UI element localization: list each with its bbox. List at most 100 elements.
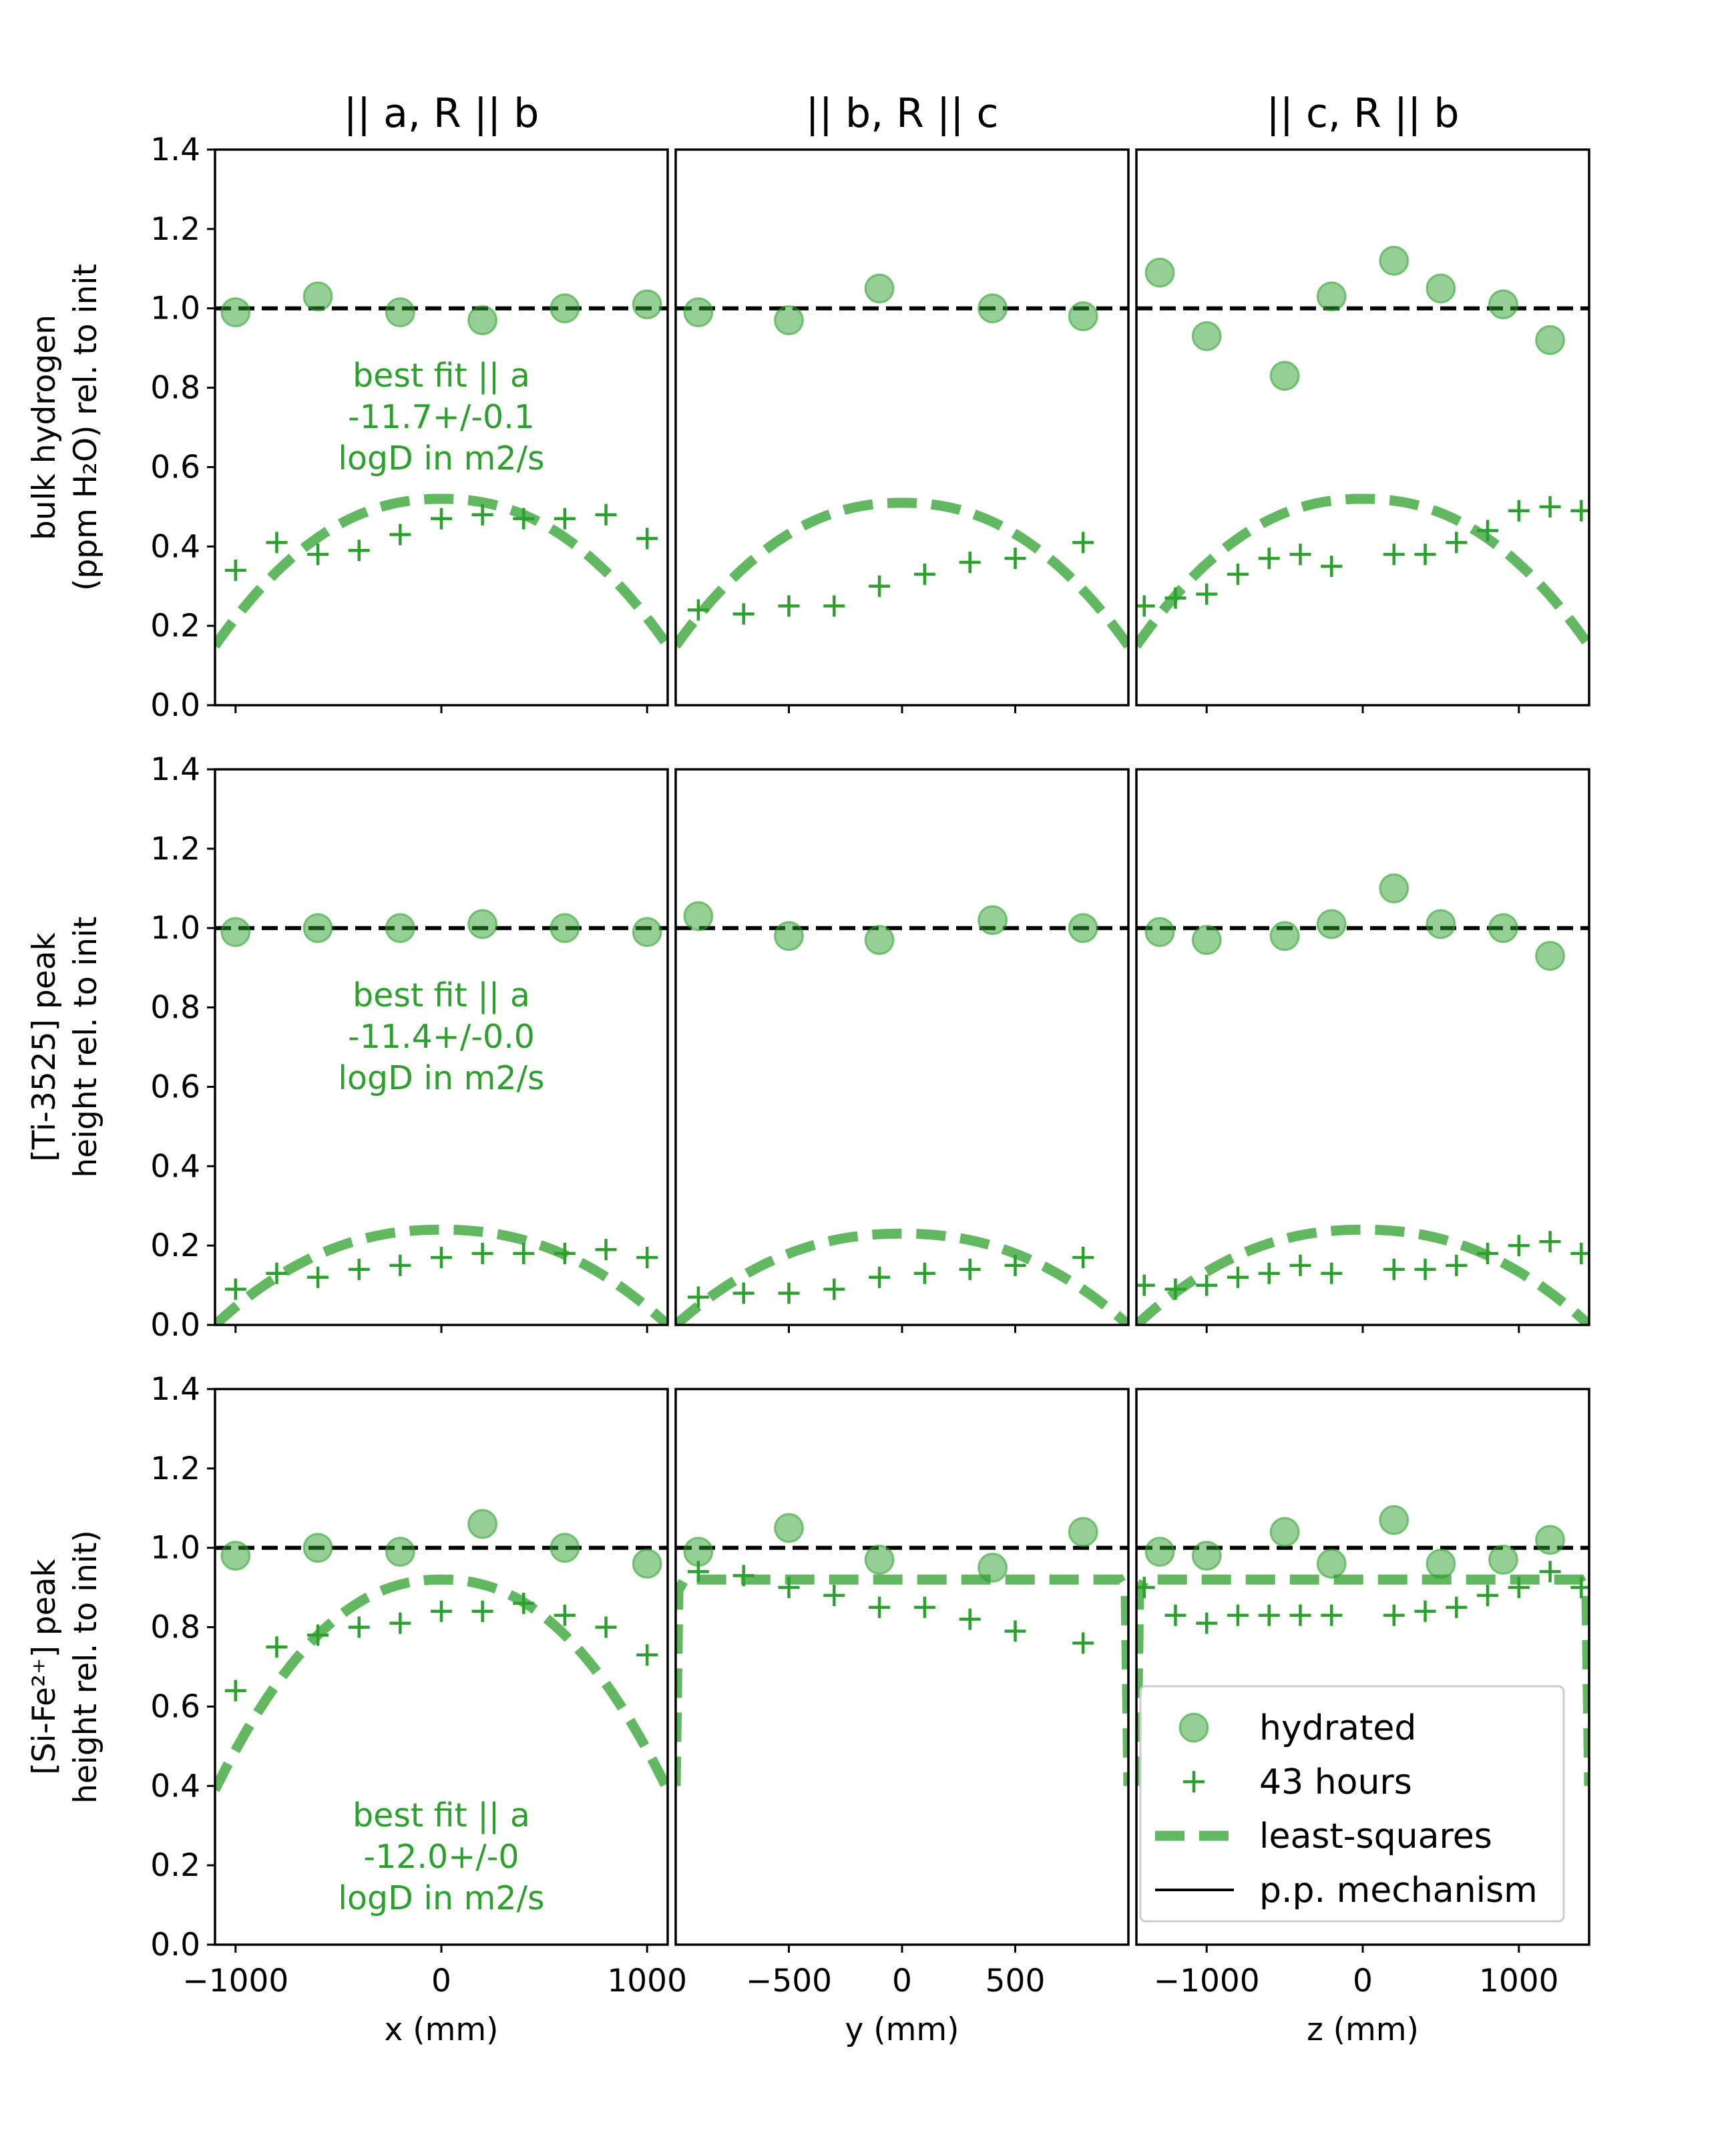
y-axis-label: [Ti-3525] peak height rel. to init — [26, 916, 104, 1177]
hours-marker — [471, 1600, 493, 1622]
legend-label: 43 hours — [1259, 1762, 1412, 1802]
fit-curve — [676, 1228, 1128, 1325]
hours-marker — [1477, 1243, 1499, 1265]
hours-marker — [348, 540, 370, 562]
panel-0-1 — [676, 273, 1128, 649]
hours-marker — [1164, 1278, 1186, 1300]
y-axis-label: bulk hydrogen (ppm H₂O) rel. to init — [26, 264, 104, 591]
y-tick-label: 0.8 — [150, 990, 200, 1026]
legend-label: least-squares — [1259, 1816, 1492, 1857]
y-tick-label: 0.8 — [150, 370, 200, 407]
fit-curve — [1136, 1224, 1589, 1325]
panel-1-0 — [215, 909, 668, 1325]
hours-marker — [823, 1585, 845, 1607]
hours-marker — [1477, 1585, 1499, 1607]
hours-marker — [1258, 1262, 1280, 1284]
y-axis-label: [Si-Fe²⁺] peak height rel. to init) — [26, 1530, 104, 1804]
hydrated-point — [864, 925, 895, 956]
fit-annotation-line: -11.4+/-0.0 — [348, 1018, 535, 1056]
y-tick-label: 1.0 — [150, 910, 200, 947]
hours-marker — [687, 599, 709, 621]
y-axis-label-line: (ppm H₂O) rel. to init — [67, 264, 104, 591]
hours-marker — [513, 1243, 535, 1265]
panel-1-2 — [1136, 873, 1589, 1325]
x-tick-label: 500 — [986, 1963, 1046, 1999]
hours-marker — [778, 1577, 800, 1599]
hours-marker — [1539, 1231, 1561, 1253]
hydrated-point — [1068, 913, 1098, 944]
y-tick-label: 0.2 — [150, 608, 200, 644]
fit-annotation-line: logD in m2/s — [338, 439, 544, 477]
hydrated-point — [1068, 1517, 1098, 1547]
hours-marker — [1321, 1604, 1343, 1626]
hours-marker — [266, 1262, 288, 1284]
hours-marker — [431, 1246, 452, 1268]
x-tick-label: −500 — [746, 1963, 832, 1999]
hydrated-point — [1316, 281, 1347, 312]
x-tick-label: −1000 — [1154, 1963, 1260, 1999]
hours-marker — [1227, 1266, 1249, 1288]
hydrated-point — [1191, 1541, 1222, 1571]
hydrated-point — [632, 1548, 662, 1579]
hours-marker — [913, 1596, 935, 1618]
y-tick-label: 0.4 — [150, 1768, 200, 1804]
hours-marker — [1164, 1604, 1186, 1626]
hydrated-point — [1379, 873, 1409, 904]
y-tick-label: 0.2 — [150, 1847, 200, 1884]
hydrated-point — [467, 1509, 498, 1539]
hours-marker — [687, 1286, 709, 1308]
hydrated-point — [1488, 1545, 1518, 1575]
x-tick-label: 0 — [431, 1963, 451, 1999]
column-title: || c, R || b — [1267, 90, 1460, 137]
hydrated-point — [978, 1552, 1008, 1583]
fit-annotation: best fit || a -11.4+/-0.0 logD in m2/s — [338, 976, 544, 1097]
hours-marker — [348, 1258, 370, 1280]
panel-0-0 — [215, 281, 668, 649]
hours-marker — [431, 508, 452, 530]
hydrated-point — [550, 293, 580, 324]
hours-marker — [266, 532, 288, 554]
y-axis-label-line: [Ti-3525] peak — [26, 932, 63, 1162]
hydrated-point — [632, 917, 662, 948]
hours-marker — [348, 1616, 370, 1638]
hydrated-point — [1316, 1548, 1347, 1579]
hydrated-point — [1426, 273, 1456, 304]
hours-marker — [1477, 520, 1499, 542]
hydrated-point — [683, 901, 714, 932]
hydrated-point — [1488, 913, 1518, 944]
hours-marker — [732, 603, 754, 625]
hydrated-point — [1426, 909, 1456, 940]
hydrated-point — [774, 1513, 804, 1543]
hydrated-point — [774, 305, 804, 336]
hydrated-point — [302, 913, 333, 944]
hours-marker — [1508, 1235, 1530, 1257]
hydrated-point — [220, 297, 251, 328]
hours-marker — [1289, 544, 1311, 566]
hours-marker — [307, 544, 329, 566]
hours-marker — [1414, 1600, 1436, 1622]
y-tick-label: 1.2 — [150, 831, 200, 867]
hours-marker — [959, 552, 981, 574]
hours-marker — [1289, 1604, 1311, 1626]
hours-marker — [1508, 1577, 1530, 1599]
hours-marker — [732, 1565, 754, 1587]
hours-marker — [389, 1612, 411, 1634]
fit-curve — [215, 494, 668, 649]
hydrated-point — [550, 1533, 580, 1563]
fit-curve — [676, 498, 1128, 649]
hours-marker — [1227, 563, 1249, 585]
hydrated-point — [302, 1533, 333, 1563]
y-tick-label: 0.0 — [150, 1927, 200, 1963]
fit-curve — [676, 1574, 1128, 1786]
hours-marker — [595, 1239, 617, 1261]
hydrated-point — [1144, 257, 1175, 288]
hydrated-point — [467, 305, 498, 336]
legend-box — [1139, 1685, 1565, 1923]
legend: hydrated 43 hours least-squares p.p. mechan… — [1139, 1685, 1565, 1923]
hours-marker — [1508, 500, 1530, 522]
hours-marker — [513, 508, 535, 530]
y-tick-label: 0.6 — [150, 1688, 200, 1725]
y-tick-label: 1.4 — [150, 1371, 200, 1408]
y-tick-label: 0.2 — [150, 1227, 200, 1264]
